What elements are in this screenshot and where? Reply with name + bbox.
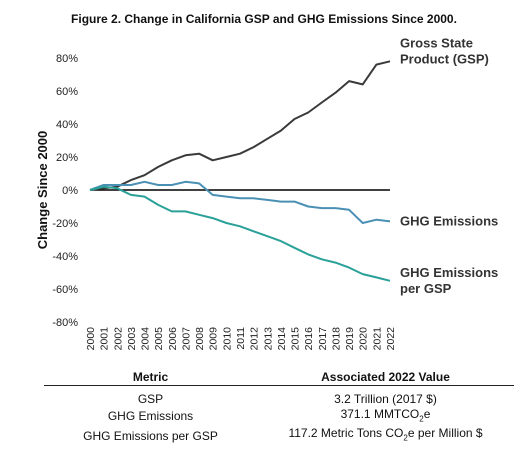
y-tick-label: 0% [62, 185, 78, 197]
series-line [89, 60, 391, 191]
x-tick-label: 2012 [249, 327, 261, 351]
x-tick-label: 2013 [262, 327, 274, 351]
y-tick-label: -20% [52, 218, 78, 230]
x-tick-label: 2021 [371, 327, 383, 351]
value-suffix: e [423, 407, 431, 421]
x-tick-label: 2009 [208, 327, 220, 351]
value-text: 371.1 MMTCO [340, 407, 420, 421]
x-tick-label: 2017 [317, 327, 329, 351]
y-tick-label: 40% [56, 119, 78, 131]
x-axis-ticks: 2000 2001 2002 2003 2004 2005 2006 2007 2008 2009… [85, 327, 397, 351]
x-tick-label: 2005 [153, 327, 165, 351]
y-tick-label: -80% [52, 317, 78, 329]
y-tick-label: -40% [52, 251, 78, 263]
series-label: GHG Emissions [400, 265, 498, 280]
table-header-row: Metric Associated 2022 Value [44, 368, 514, 386]
x-tick-label: 2007 [180, 327, 192, 351]
value-suffix: e per Million $ [407, 426, 483, 441]
value-cell: 3.2 Trillion (2017 $) [334, 392, 437, 406]
value-cell: 117.2 Metric Tons CO2e per Million $ [257, 426, 514, 445]
table-row: GHG Emissions per GSP 117.2 Metric Tons … [44, 426, 514, 445]
y-tick-label: 20% [56, 152, 78, 164]
series-label: Product (GSP) [400, 51, 489, 66]
x-tick-label: 2006 [167, 327, 179, 351]
series-label: GHG Emissions [400, 213, 498, 228]
subscript: 2 [419, 414, 424, 424]
x-tick-label: 2018 [330, 327, 342, 351]
x-tick-label: 2001 [99, 327, 111, 351]
subscript: 2 [403, 433, 408, 443]
x-tick-label: 2019 [344, 327, 356, 351]
value-cell: 371.1 MMTCO2e [257, 407, 514, 426]
header-value: Associated 2022 Value [257, 368, 514, 386]
x-tick-label: 2003 [126, 327, 138, 351]
metric-cell: GHG Emissions per GSP [83, 428, 218, 443]
series-label: Gross State [400, 35, 473, 50]
x-tick-label: 2004 [140, 327, 152, 351]
y-axis-label: Change Since 2000 [35, 131, 50, 250]
value-text: 117.2 Metric Tons CO [288, 426, 404, 441]
x-tick-label: 2022 [385, 327, 397, 351]
x-tick-label: 2014 [276, 327, 288, 351]
metric-cell: GSP [137, 392, 164, 406]
x-tick-label: 2011 [235, 327, 247, 350]
y-axis-ticks: -80% -60% -40% -20% 0% 20% 40% 60% 80% [52, 53, 78, 329]
x-tick-label: 2015 [290, 327, 302, 351]
series-line [89, 185, 391, 282]
y-tick-label: 80% [56, 53, 78, 65]
x-tick-label: 2000 [85, 327, 97, 351]
figure-title: Figure 2. Change in California GSP and G… [71, 12, 457, 26]
x-tick-label: 2010 [221, 327, 233, 351]
series-lines [89, 60, 391, 282]
table-row: GHG Emissions 371.1 MMTCO2e [44, 407, 514, 426]
metric-cell: GHG Emissions [107, 409, 194, 424]
table-row: GSP 3.2 Trillion (2017 $) [44, 386, 514, 408]
y-tick-label: -60% [52, 284, 78, 296]
x-tick-label: 2020 [358, 327, 370, 351]
line-chart: -80%-60%-40%-20%0%20%40%60%80% 2000 2001 2… [35, 35, 498, 351]
x-tick-label: 2016 [303, 327, 315, 351]
series-label: per GSP [400, 281, 452, 296]
metric-table: Metric Associated 2022 Value GSP 3.2 Tri… [44, 368, 514, 446]
x-tick-label: 2002 [112, 327, 124, 351]
x-tick-label: 2008 [194, 327, 206, 351]
y-tick-label: 60% [56, 86, 78, 98]
series-line [89, 180, 391, 224]
header-metric: Metric [44, 368, 257, 386]
